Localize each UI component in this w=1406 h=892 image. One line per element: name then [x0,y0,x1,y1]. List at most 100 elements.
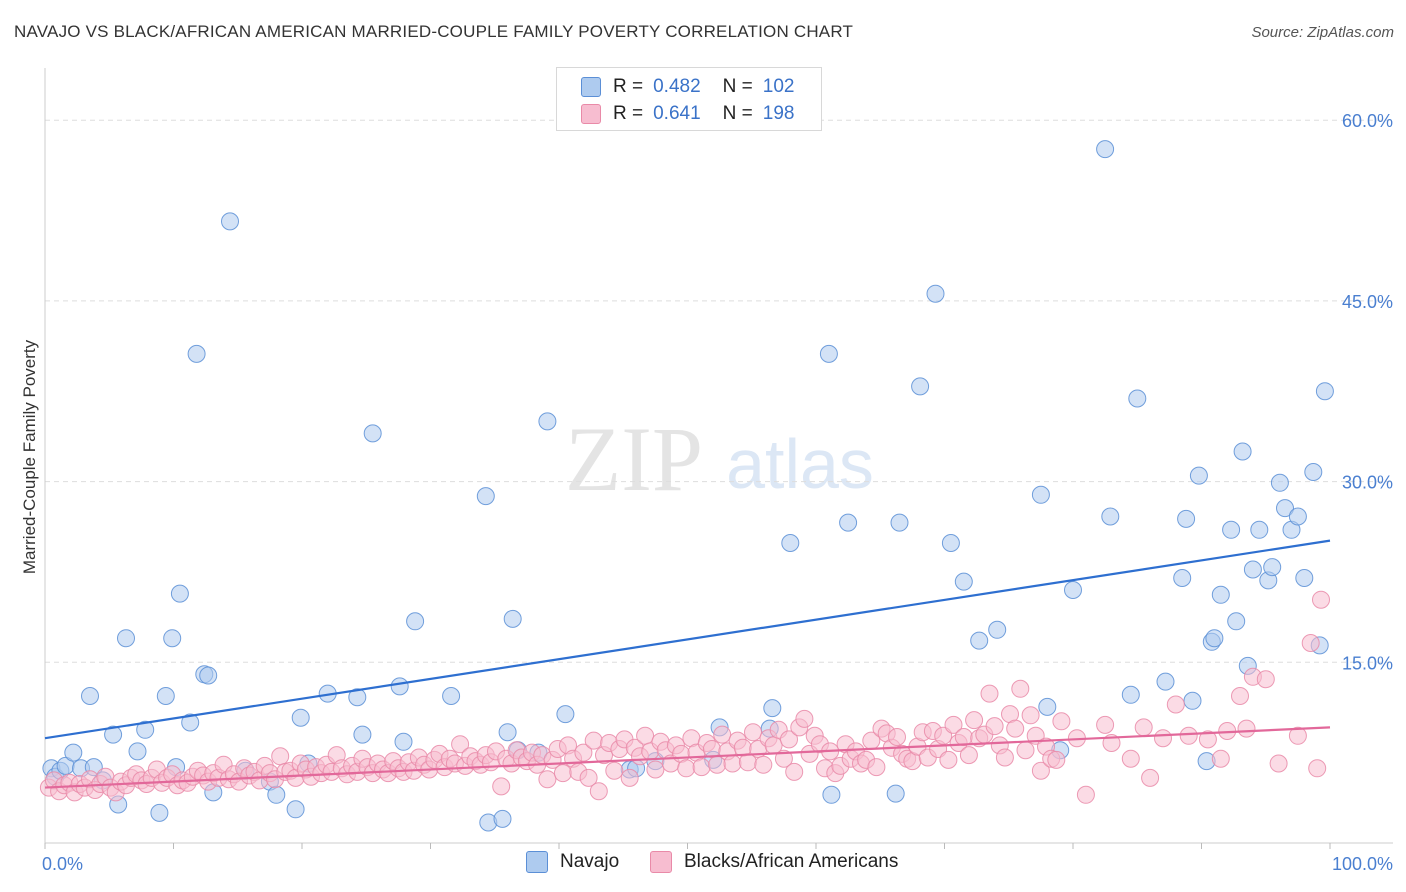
black-point [888,728,906,746]
navajo-point [1064,581,1082,599]
black-point [553,764,572,783]
navajo-point [1270,473,1289,492]
legend-n-value: 102 [762,76,795,97]
navajo-point [1121,685,1140,704]
y-tick-label: 30.0% [1342,473,1393,493]
navajo-point [291,708,310,727]
legend-r-value: 0.641 [653,103,701,124]
navajo-point [498,723,517,742]
navajo-point [886,784,905,803]
x-tick-label: 100.0% [1332,854,1393,874]
black-point [774,749,793,768]
navajo-point [1177,509,1196,528]
axes [44,68,1393,849]
navajo-point [1101,507,1120,526]
navajo-point [267,785,286,804]
navajo-point [1233,442,1252,461]
legend-swatch-navajo [581,77,601,97]
navajo-point [970,631,989,650]
black-point [1237,719,1256,738]
navajo-point [1288,507,1307,526]
bottom-legend: Navajo Blacks/African Americans [0,851,1406,879]
navajo-point [493,809,512,828]
y-axis-label: Married-Couple Family Poverty [20,339,39,574]
black-point [867,758,886,777]
source-label: Source: ZipAtlas.com [1251,24,1394,41]
navajo-point [199,666,218,685]
navajo-point [221,212,239,231]
black-point [1031,761,1050,780]
navajo-point [1096,140,1115,159]
navajo-point [163,629,182,648]
black-point [1256,670,1275,689]
black-point [1011,679,1030,698]
watermark: ZIP atlas [565,408,874,510]
navajo-point [1304,463,1323,481]
black-point [451,735,470,754]
black-point [1301,634,1320,652]
navajo-point [1263,558,1282,577]
navajo-point [1205,629,1224,648]
navajo-point [538,412,557,431]
black-point [492,777,511,796]
y-tick-label: 60.0% [1342,111,1393,131]
navajo-point [156,687,175,705]
black-point [1047,750,1066,769]
legend-n-value: 198 [762,103,795,124]
navajo-point [104,725,123,744]
black-point [1121,749,1140,768]
legend-row-navajo: R = 0.482 N = 102 [581,74,794,100]
navajo-point [1295,569,1314,587]
navajo-point [170,584,189,603]
navajo-point [1211,585,1230,604]
navajo-point [763,699,782,718]
navajo-point [1243,560,1262,579]
black-point [980,684,999,703]
y-tick-label: 45.0% [1342,292,1393,312]
navajo-point [442,687,461,705]
navajo-point [81,687,99,705]
black-point [1231,687,1249,705]
navajo-point [406,612,425,631]
x-tick-label: 0.0% [42,854,83,874]
bottom-legend-black-label: Blacks/African Americans [684,851,899,872]
black-point [944,715,963,734]
navajo-point [187,344,206,363]
navajo-point [1128,389,1147,408]
bottom-legend-navajo-label: Navajo [560,851,620,872]
black-point [1198,730,1217,749]
navajo-point [476,487,495,506]
black-point [939,750,958,769]
navajo-point [1222,520,1241,539]
navajo-point [1250,520,1269,539]
navajo-point [822,785,841,804]
bottom-legend-black: Blacks/African Americans [650,851,898,873]
black-point [785,762,804,781]
bottom-legend-swatch-black [650,851,672,873]
legend-swatch-black [581,104,601,124]
black-point [1179,726,1198,745]
navajo-point [1183,691,1202,710]
black-point [1166,695,1185,714]
black-point [1134,718,1153,737]
navajo-point [348,688,367,707]
chart-title: NAVAJO VS BLACK/AFRICAN AMERICAN MARRIED… [14,22,854,41]
black-point [1154,729,1172,748]
navajo-point [128,742,147,761]
gridlines [45,119,1393,663]
navajo-point [363,424,382,443]
black-point [1308,759,1327,778]
navajo-point [911,377,930,396]
y-tick-label: 15.0% [1342,653,1393,673]
black-point [677,759,696,778]
legend-r-label: R = [613,76,644,97]
watermark-zip: ZIP [565,408,703,510]
black-point [620,768,639,787]
black-point [1016,741,1035,760]
navajo-point [890,513,909,532]
navajo-point [926,284,945,303]
black-point [1052,712,1071,731]
black-point [584,731,603,750]
navajo-point [781,534,800,552]
